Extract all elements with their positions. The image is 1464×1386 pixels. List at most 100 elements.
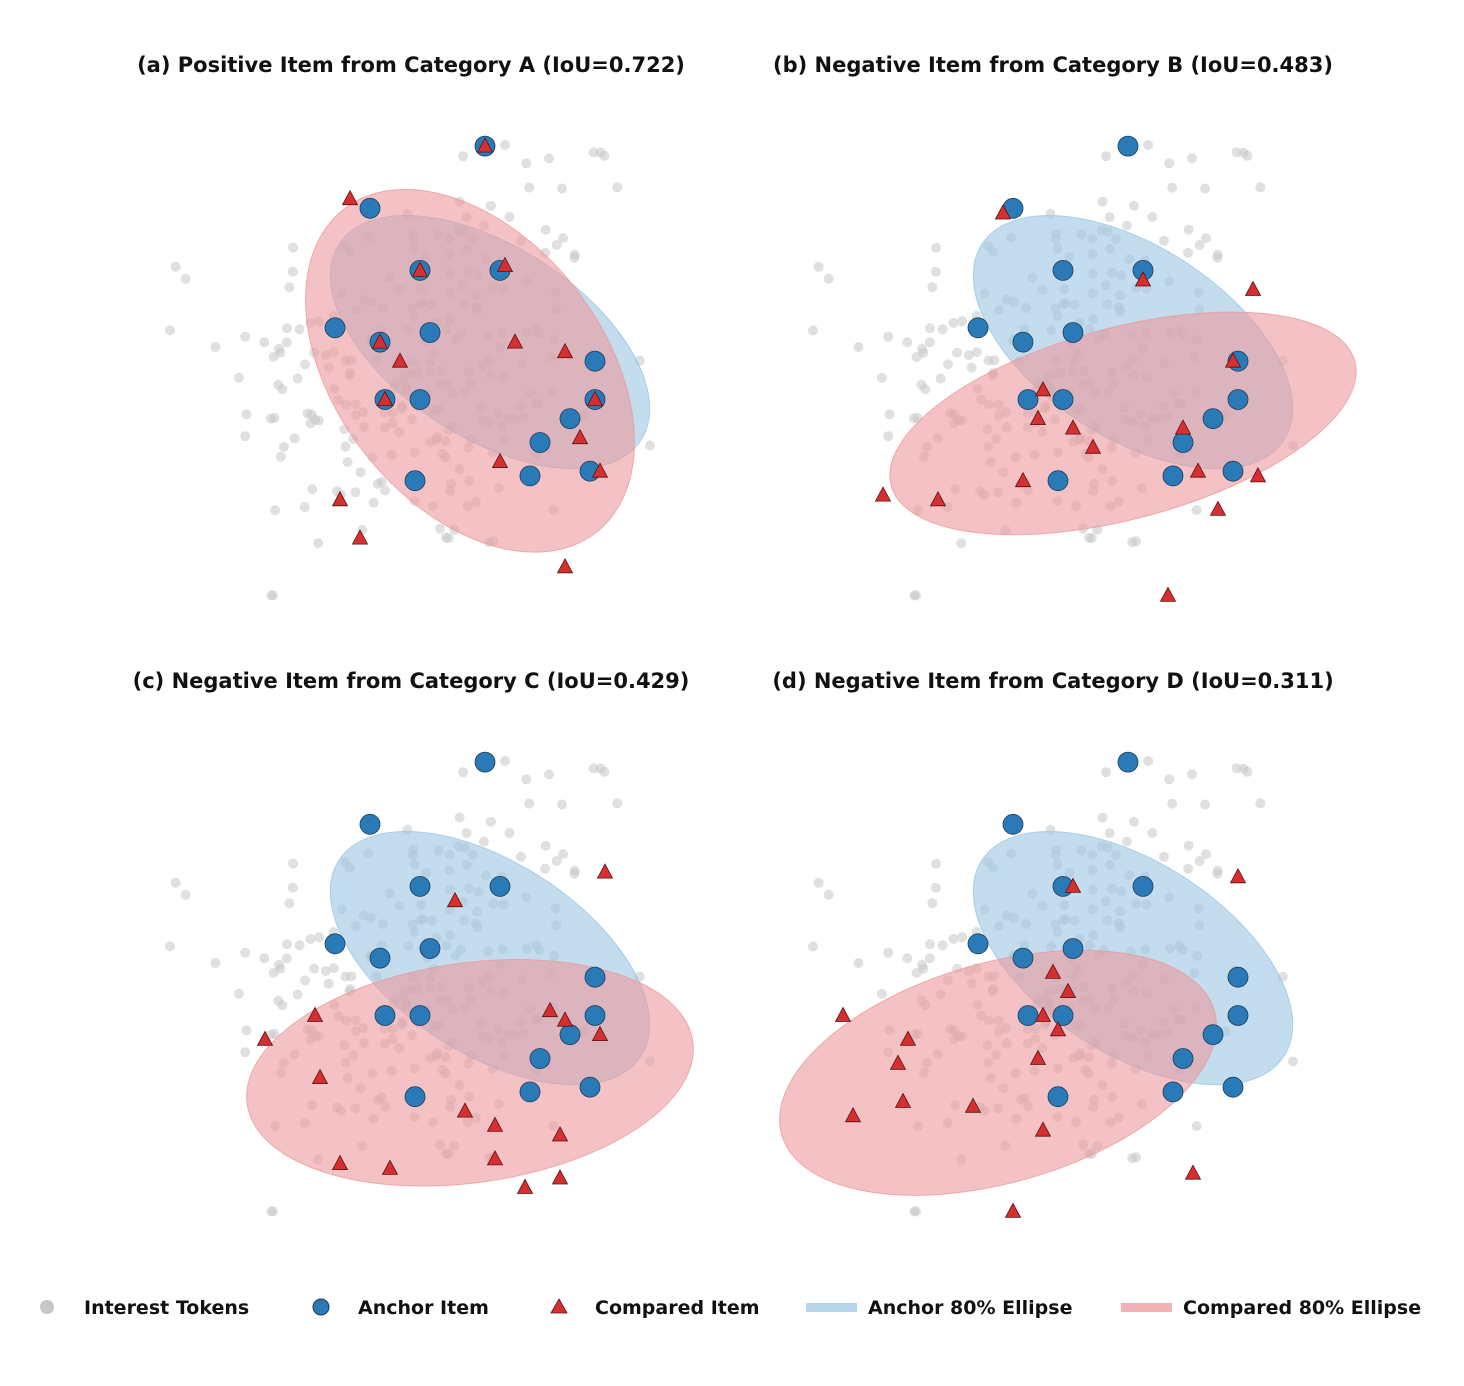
token-point <box>300 359 310 370</box>
compared-point <box>894 1092 912 1108</box>
token-point <box>1101 151 1112 162</box>
token-point <box>376 476 387 487</box>
token-point <box>557 799 567 810</box>
compared-point <box>1209 500 1227 516</box>
token-point <box>269 1028 280 1039</box>
legend-compared-marker <box>550 1298 568 1314</box>
compared-point <box>1084 438 1102 454</box>
anchor-point <box>1172 1048 1194 1069</box>
anchor-point <box>584 1005 606 1026</box>
token-point <box>458 151 469 162</box>
anchor-point <box>967 317 989 339</box>
compared-point <box>1029 409 1047 425</box>
token-point <box>1159 235 1169 246</box>
token-point <box>599 766 610 777</box>
token-point <box>876 988 887 999</box>
compared-point <box>1184 1164 1202 1180</box>
compared-point <box>1134 271 1152 287</box>
token-point <box>883 947 894 958</box>
token-point <box>500 755 511 766</box>
token-point <box>305 418 316 429</box>
token-point <box>952 347 963 358</box>
token-point <box>1121 220 1132 231</box>
token-point <box>305 934 316 944</box>
token-point <box>1183 224 1194 235</box>
anchor-point <box>1227 1005 1249 1026</box>
legend-entry-anchor-ellipse: Anchor 80% Ellipse <box>806 1297 1072 1319</box>
compared-items <box>256 863 614 1194</box>
token-point <box>1191 1121 1202 1131</box>
token-point <box>275 963 286 974</box>
compared-point <box>331 490 349 507</box>
token-point <box>1131 1152 1141 1163</box>
anchor-point <box>559 1024 581 1045</box>
compared-point <box>551 1169 569 1185</box>
token-point <box>1194 856 1205 866</box>
compared-point <box>256 1030 274 1046</box>
token-point <box>233 988 244 999</box>
token-point <box>937 940 948 951</box>
token-point <box>924 337 935 348</box>
token-point <box>278 441 289 452</box>
anchor-point <box>324 317 346 339</box>
compared-point <box>929 490 947 507</box>
token-point <box>813 261 824 272</box>
token-point <box>521 158 532 169</box>
anchor-point <box>1227 389 1249 410</box>
token-point <box>342 457 353 467</box>
token-point <box>259 953 270 964</box>
compared-ellipse <box>305 188 635 553</box>
token-point <box>540 224 551 235</box>
token-point <box>368 497 379 508</box>
token-point <box>1104 828 1115 839</box>
token-point <box>1212 252 1223 263</box>
compared-point <box>541 1001 559 1018</box>
token-point <box>485 816 496 827</box>
anchor-point <box>404 1086 426 1108</box>
token-point <box>170 261 181 272</box>
token-point <box>1288 1056 1298 1067</box>
token-point <box>948 318 959 328</box>
token-point <box>1143 755 1154 766</box>
token-point <box>930 882 941 893</box>
token-point <box>943 359 953 370</box>
token-point <box>1159 851 1169 862</box>
legend-token-marker <box>40 1300 54 1314</box>
compared-point <box>551 1126 569 1142</box>
token-point <box>292 989 303 1000</box>
legend-tokens-label: Interest Tokens <box>84 1297 249 1319</box>
token-point <box>588 147 599 158</box>
token-point <box>485 200 496 211</box>
anchor-point <box>409 876 431 897</box>
legend-entry-compared-ellipse: Compared 80% Ellipse <box>1121 1297 1421 1319</box>
token-point <box>983 355 994 366</box>
compared-point <box>311 1068 329 1084</box>
panel-title: (c) Negative Item from Category C (IoU=0… <box>133 669 690 693</box>
token-point <box>588 763 599 774</box>
anchor-point <box>419 322 441 343</box>
token-point <box>956 538 967 549</box>
legend-anchor-label: Anchor Item <box>358 1297 489 1319</box>
token-point <box>524 182 535 193</box>
token-point <box>313 538 324 549</box>
token-point <box>165 941 175 952</box>
compared-point <box>506 333 524 349</box>
token-point <box>1242 150 1253 161</box>
token-point <box>478 836 489 847</box>
token-point <box>282 939 292 950</box>
compared-point <box>446 891 464 908</box>
anchor-point <box>374 1005 396 1026</box>
anchor-point <box>1052 389 1074 410</box>
compared-point <box>331 1154 349 1170</box>
token-point <box>281 337 292 348</box>
anchor-point <box>529 1048 551 1069</box>
token-point <box>540 863 551 874</box>
legend-anchor-ellipse-swatch <box>806 1303 857 1312</box>
token-point <box>1231 147 1242 158</box>
token-point <box>309 963 320 974</box>
legend-anchor-marker <box>312 1298 330 1316</box>
compared-point <box>306 1006 324 1022</box>
token-point <box>259 337 270 348</box>
anchor-point <box>409 1005 431 1026</box>
anchor-point <box>1012 331 1034 353</box>
